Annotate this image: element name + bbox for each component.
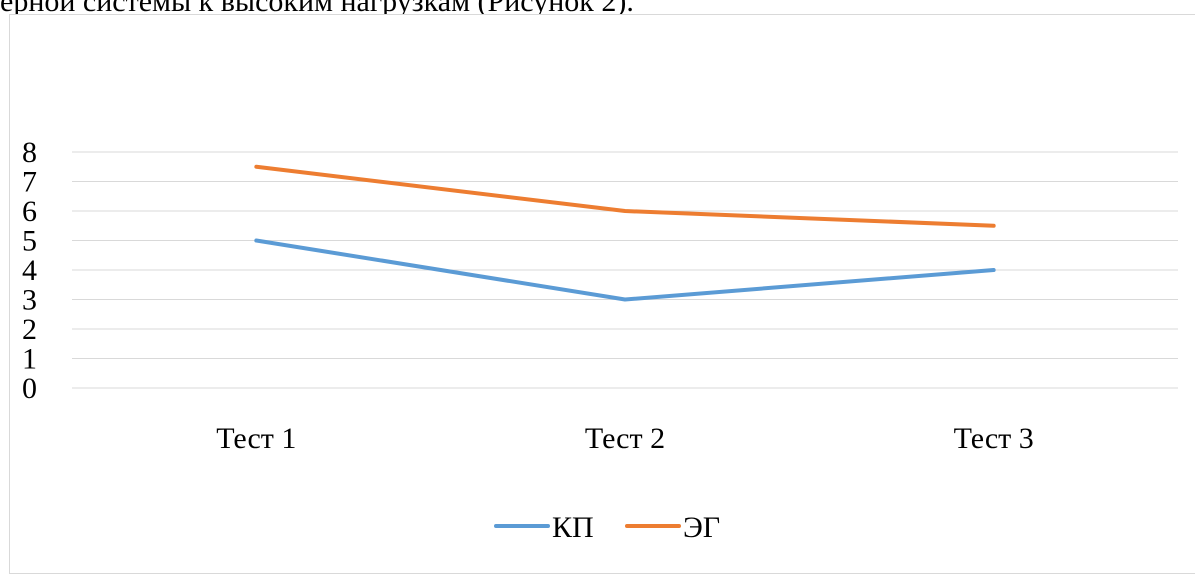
y-tick-label: 3 <box>22 284 37 317</box>
series-2-point <box>993 225 995 227</box>
x-tick-label: Тест 2 <box>585 422 665 455</box>
page-text-fragment: ерной системы к высоким нагрузкам (Рисун… <box>0 0 634 18</box>
legend-label-1: КП <box>552 511 594 544</box>
y-tick-label: 7 <box>22 166 37 199</box>
series-1-point <box>993 269 995 271</box>
y-tick-label: 2 <box>22 313 37 346</box>
x-tick-label: Тест 1 <box>216 422 296 455</box>
legend-label-2: ЭГ <box>683 511 720 544</box>
legend: КП ЭГ <box>494 511 720 544</box>
y-tick-label: 4 <box>22 254 37 287</box>
series-1-point <box>624 299 626 300</box>
series-line-2 <box>254 164 996 228</box>
y-tick-label: 8 <box>22 136 37 169</box>
y-tick-label: 5 <box>22 225 37 258</box>
series-2-point <box>255 166 257 168</box>
x-tick-label: Тест 3 <box>954 422 1034 455</box>
y-tick-label: 1 <box>22 343 37 376</box>
x-axis: Тест 1 Тест 2 Тест 3 <box>216 422 1034 455</box>
series-2-point <box>624 210 626 212</box>
gridlines <box>72 151 1178 389</box>
y-tick-label: 6 <box>22 195 37 228</box>
series-1-point <box>255 240 257 241</box>
series-lines <box>254 164 996 302</box>
y-tick-label: 0 <box>22 372 37 405</box>
